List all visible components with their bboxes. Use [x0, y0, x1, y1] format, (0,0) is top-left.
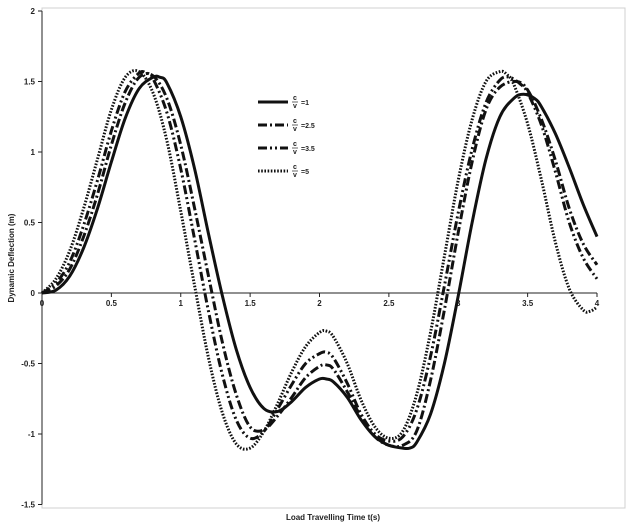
x-tick-label: 3.5 — [522, 299, 534, 308]
y-axis-label: Dynamic Deflection (m) — [7, 213, 16, 302]
y-tick-label: 2 — [31, 7, 36, 16]
legend-ratio-symbol: cv — [292, 164, 298, 179]
x-axis-label: Load Travelling Time t(s) — [286, 513, 380, 522]
y-axis: -1.5 -1 -0.5 0 0.5 1 1.5 2 — [21, 7, 43, 510]
legend-label: =1 — [301, 100, 309, 107]
legend-label: =5 — [301, 169, 309, 176]
legend-label: =3.5 — [301, 146, 315, 153]
legend-entry-1: cv =1 — [258, 95, 309, 110]
series-layer — [40, 69, 599, 451]
x-tick-label: 2.5 — [383, 299, 395, 308]
legend-label: =2.5 — [301, 123, 315, 130]
legend-entry-4: cv =5 — [258, 164, 309, 179]
plot-area — [41, 7, 626, 509]
legend: cv =1cv =2.5cv =3.5cv =5 — [258, 95, 315, 179]
svg-text:c: c — [293, 141, 297, 148]
x-tick-label: 4 — [595, 299, 600, 308]
y-tick-label: -1 — [28, 430, 36, 439]
y-tick-label: 0 — [31, 289, 36, 298]
y-tick-label: 0.5 — [24, 219, 36, 228]
x-tick-label: 2 — [317, 299, 322, 308]
svg-text:c: c — [293, 95, 297, 102]
series-line-2 — [41, 72, 599, 449]
x-tick-label: 3 — [456, 299, 461, 308]
svg-text:v: v — [293, 103, 297, 110]
svg-text:v: v — [293, 149, 297, 156]
legend-entry-3: cv =3.5 — [258, 141, 315, 156]
svg-text:c: c — [293, 118, 297, 125]
x-tick-label: 0.5 — [106, 299, 118, 308]
y-tick-label: 1.5 — [24, 78, 36, 87]
y-tick-label: 1 — [31, 148, 36, 157]
x-tick-label: 1 — [179, 299, 184, 308]
series-line-1 — [41, 74, 599, 451]
legend-ratio-symbol: cv — [292, 141, 298, 156]
svg-text:v: v — [293, 126, 297, 133]
svg-text:v: v — [293, 172, 297, 179]
legend-ratio-symbol: cv — [292, 118, 298, 133]
svg-text:c: c — [293, 164, 297, 171]
legend-ratio-symbol: cv — [292, 95, 298, 110]
series-line-4 — [40, 69, 598, 451]
legend-entry-2: cv =2.5 — [258, 118, 315, 133]
x-tick-label: 1.5 — [245, 299, 257, 308]
y-tick-label: -0.5 — [21, 360, 35, 369]
y-tick-label: -1.5 — [21, 501, 35, 510]
